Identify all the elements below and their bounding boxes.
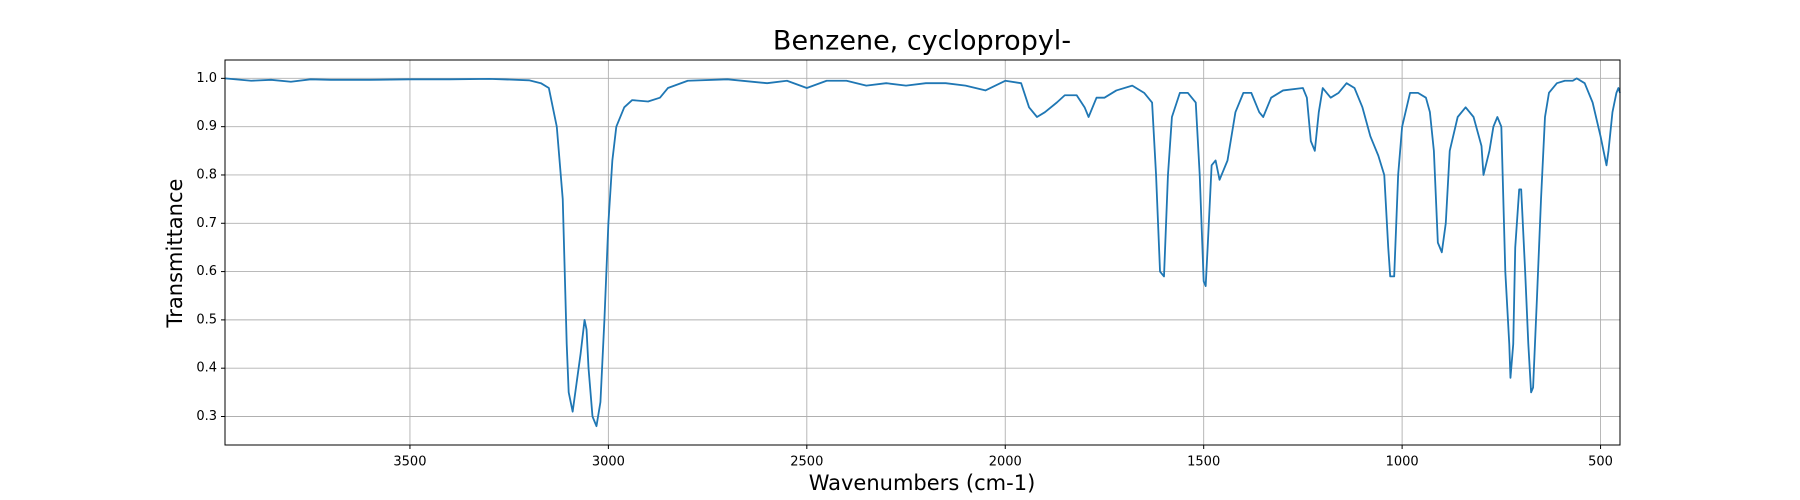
x-axis-label: Wavenumbers (cm-1) [809, 471, 1036, 495]
x-tick-label: 500 [1588, 455, 1613, 470]
y-tick-label: 0.7 [196, 216, 217, 231]
y-axis-label: Transmittance [163, 179, 187, 329]
y-tick-label: 0.3 [196, 409, 217, 424]
x-tick-label: 1500 [1187, 455, 1220, 470]
y-tick-label: 0.9 [196, 119, 217, 134]
spectrum-line [224, 77, 1621, 428]
x-tick-label: 2500 [790, 455, 823, 470]
x-tick-label: 3000 [592, 455, 625, 470]
x-tick-label: 3500 [393, 455, 426, 470]
y-tick-label: 0.8 [196, 167, 217, 182]
y-tick-label: 0.5 [196, 312, 217, 327]
chart-title: Benzene, cyclopropyl- [773, 26, 1071, 57]
x-tick-label: 1000 [1386, 455, 1419, 470]
x-tick-label: 2000 [989, 455, 1022, 470]
y-tick-label: 0.6 [196, 264, 217, 279]
y-tick-label: 1.0 [196, 71, 217, 86]
y-tick-label: 0.4 [196, 361, 217, 376]
plot-frame [224, 59, 1621, 446]
